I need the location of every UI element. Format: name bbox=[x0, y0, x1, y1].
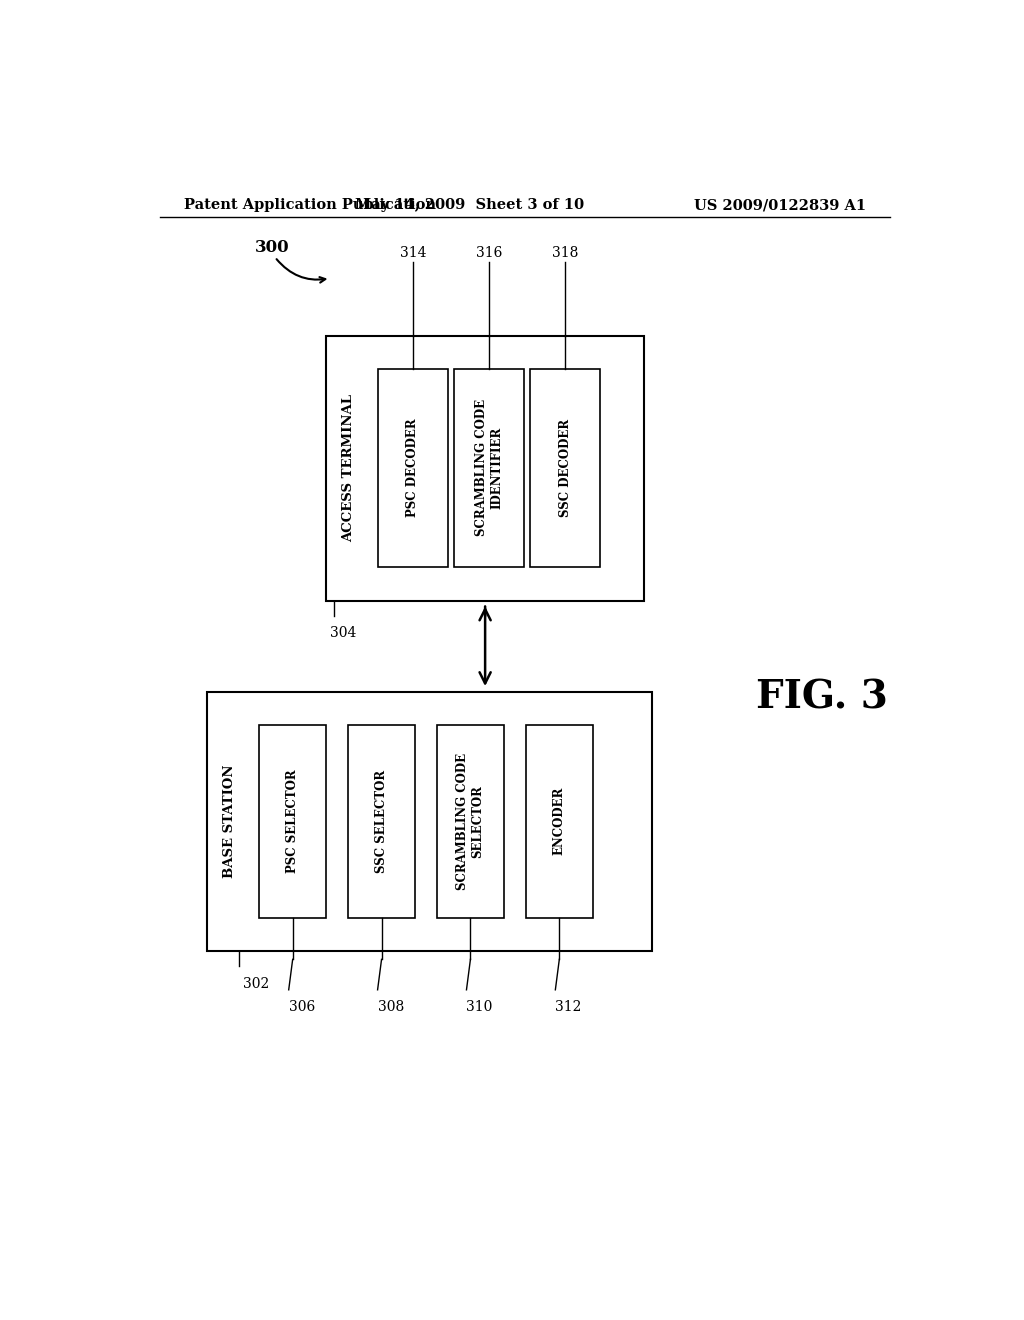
Text: BASE STATION: BASE STATION bbox=[223, 764, 237, 878]
Text: SSC SELECTOR: SSC SELECTOR bbox=[375, 770, 388, 873]
Bar bbox=[259, 725, 327, 917]
Bar bbox=[327, 337, 644, 601]
Text: US 2009/0122839 A1: US 2009/0122839 A1 bbox=[694, 198, 866, 213]
Text: SCRAMBLING CODE
SELECTOR: SCRAMBLING CODE SELECTOR bbox=[457, 752, 484, 890]
Text: 308: 308 bbox=[378, 1001, 403, 1014]
Text: 306: 306 bbox=[289, 1001, 315, 1014]
Text: 300: 300 bbox=[255, 239, 290, 256]
Text: 314: 314 bbox=[399, 246, 426, 260]
Bar bbox=[348, 725, 416, 917]
Text: SCRAMBLING CODE
IDENTIFIER: SCRAMBLING CODE IDENTIFIER bbox=[475, 400, 503, 536]
Text: 302: 302 bbox=[243, 977, 269, 990]
Bar bbox=[378, 368, 447, 568]
Text: ACCESS TERMINAL: ACCESS TERMINAL bbox=[342, 395, 355, 543]
Bar bbox=[455, 368, 524, 568]
Bar bbox=[436, 725, 504, 917]
Bar bbox=[207, 692, 652, 952]
Text: SSC DECODER: SSC DECODER bbox=[559, 418, 571, 517]
Text: FIG. 3: FIG. 3 bbox=[757, 678, 889, 715]
Text: ENCODER: ENCODER bbox=[553, 787, 566, 855]
Text: Patent Application Publication: Patent Application Publication bbox=[183, 198, 435, 213]
Text: 316: 316 bbox=[476, 246, 503, 260]
Bar bbox=[525, 725, 593, 917]
Text: May 14, 2009  Sheet 3 of 10: May 14, 2009 Sheet 3 of 10 bbox=[354, 198, 584, 213]
Text: PSC DECODER: PSC DECODER bbox=[407, 418, 420, 517]
Text: PSC SELECTOR: PSC SELECTOR bbox=[286, 770, 299, 873]
Text: 304: 304 bbox=[331, 626, 356, 640]
Bar bbox=[530, 368, 600, 568]
Text: 318: 318 bbox=[552, 246, 579, 260]
Text: 312: 312 bbox=[555, 1001, 582, 1014]
Text: 310: 310 bbox=[467, 1001, 493, 1014]
